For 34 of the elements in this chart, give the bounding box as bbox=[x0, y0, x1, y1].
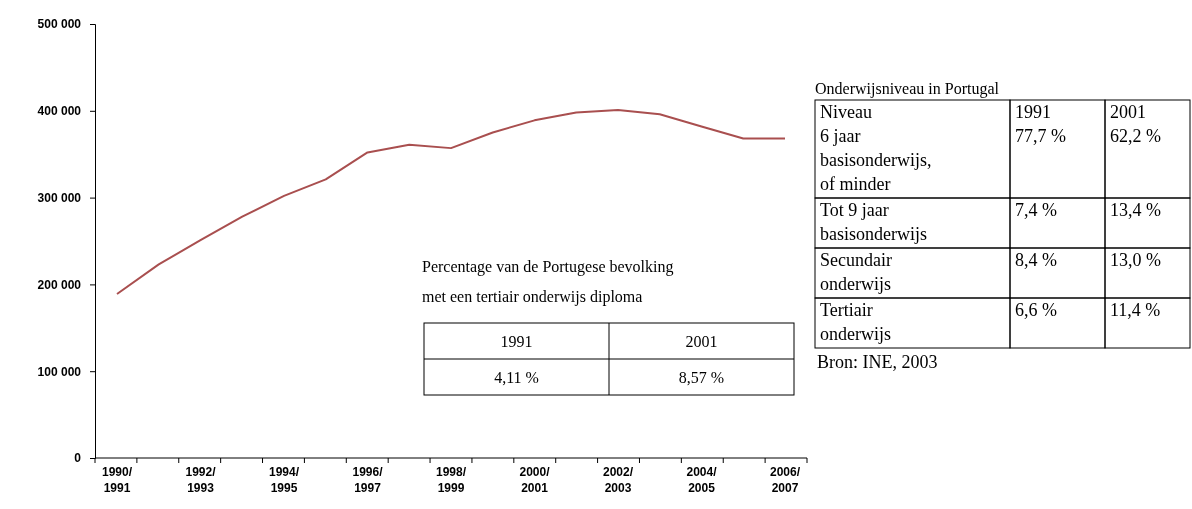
text: 1991 77,7 % bbox=[1015, 102, 1066, 146]
x-tick-label: 1994/1995 bbox=[268, 465, 300, 495]
x-tick-label: 1998/1999 bbox=[435, 465, 467, 495]
text: 6,6 % bbox=[1015, 300, 1057, 320]
text: Bron: INE, 2003 bbox=[817, 352, 938, 372]
text: Tertiair onderwijs bbox=[820, 300, 891, 344]
y-tick-label: 300 000 bbox=[37, 190, 82, 205]
annotation: 2001 bbox=[685, 333, 718, 350]
text: 7,4 % bbox=[1015, 200, 1057, 220]
y-tick-label: 500 000 bbox=[37, 17, 82, 32]
annotation: Percentage van de Portugese bevolking met een tertiair onderwijs diploma bbox=[422, 258, 674, 306]
annotation: 4,11 % bbox=[494, 369, 539, 386]
x-tick-label: 2004/2005 bbox=[686, 465, 718, 495]
y-tick-label: 200 000 bbox=[37, 277, 82, 292]
x-tick-label: 1996/1997 bbox=[352, 465, 384, 495]
x-tick-label: 2006/2007 bbox=[769, 465, 801, 495]
text: 8,4 % bbox=[1015, 250, 1057, 270]
x-tick-label: 1992/1993 bbox=[185, 465, 217, 495]
text: Secundair onderwijs bbox=[820, 250, 892, 294]
text: 13,4 % bbox=[1110, 200, 1161, 220]
y-tick-label: 100 000 bbox=[37, 364, 82, 379]
text: 2001 62,2 % bbox=[1110, 102, 1161, 146]
annotation: 1991 bbox=[500, 333, 533, 350]
text: 13,0 % bbox=[1110, 250, 1161, 270]
y-tick-label: 0 bbox=[74, 451, 82, 466]
y-tick-label: 400 000 bbox=[37, 104, 82, 119]
x-tick-label: 2000/2001 bbox=[519, 465, 551, 495]
text: 11,4 % bbox=[1110, 300, 1161, 320]
annotation: 8,57 % bbox=[678, 369, 725, 386]
x-tick-label: 2002/2003 bbox=[602, 465, 634, 495]
text: Tot 9 jaar basisonderwijs bbox=[820, 200, 927, 244]
text: Onderwijsniveau in Portugal bbox=[815, 80, 1000, 98]
text: Niveau 6 jaar basisonderwijs, of minder bbox=[820, 102, 932, 194]
x-tick-label: 1990/1991 bbox=[101, 465, 133, 495]
